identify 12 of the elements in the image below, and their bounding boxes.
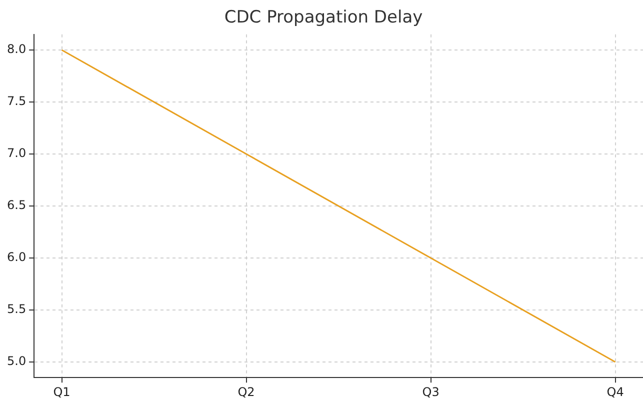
x-tick-label: Q3 [422,384,440,399]
y-tick-label: 8.0 [6,42,26,56]
y-tick-label: 7.0 [6,146,26,160]
chart-title: CDC Propagation Delay [224,8,423,28]
x-tick-label: Q4 [606,384,624,399]
y-tick-label: 6.0 [6,250,26,264]
y-tick-label: 5.5 [6,302,26,316]
x-tick-label: Q2 [238,384,255,399]
x-tick-label: Q1 [53,384,70,399]
y-tick-label: 7.5 [6,94,26,108]
y-tick-label: 6.5 [6,198,26,212]
y-tick-label: 5.0 [6,354,26,368]
